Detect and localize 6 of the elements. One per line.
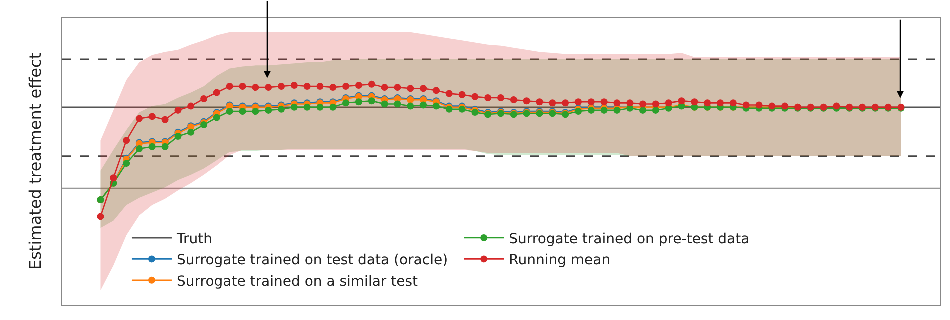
legend-label: Running mean	[509, 252, 611, 269]
legend-label: Truth	[176, 231, 212, 248]
y-axis-title: Estimated treatment effect	[26, 52, 45, 270]
legend-label: Surrogate trained on a similar test	[176, 274, 419, 290]
legend-label: Surrogate trained on test data (oracle)	[176, 252, 448, 269]
legend-label: Surrogate trained on pre-test data	[509, 231, 750, 248]
